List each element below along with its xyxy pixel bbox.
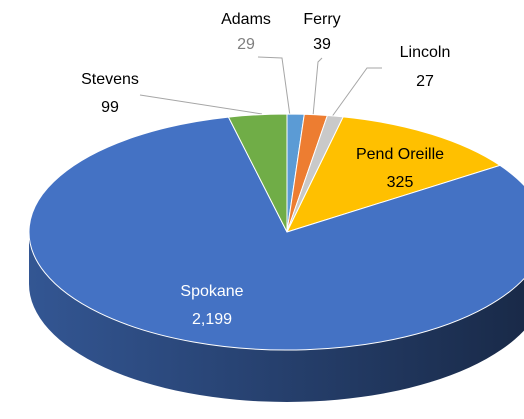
data-label-value: 2,199: [192, 311, 232, 328]
leader-line: [330, 67, 382, 119]
data-label-value: 325: [387, 174, 414, 191]
leader-lines: [139, 56, 382, 119]
data-label-name: Pend Oreille: [356, 146, 444, 163]
data-label-value: 99: [101, 99, 119, 116]
data-label-name: Lincoln: [400, 44, 451, 61]
leader-line: [257, 56, 291, 117]
data-label-value: 39: [313, 36, 331, 53]
pie-top: [28, 113, 524, 351]
data-label-name: Spokane: [180, 283, 243, 300]
slice-side: [29, 232, 524, 402]
data-label-name: Ferry: [303, 11, 340, 28]
data-label-name: Adams: [221, 11, 271, 28]
slice: [28, 116, 524, 351]
data-label-name: Stevens: [81, 71, 139, 88]
slice: [227, 113, 288, 233]
data-label-value: 27: [416, 73, 434, 90]
data-label-value: 29: [237, 36, 255, 53]
slice: [286, 116, 502, 233]
leader-line: [139, 94, 263, 115]
pie-sides: [29, 232, 524, 402]
leader-line: [312, 57, 323, 117]
